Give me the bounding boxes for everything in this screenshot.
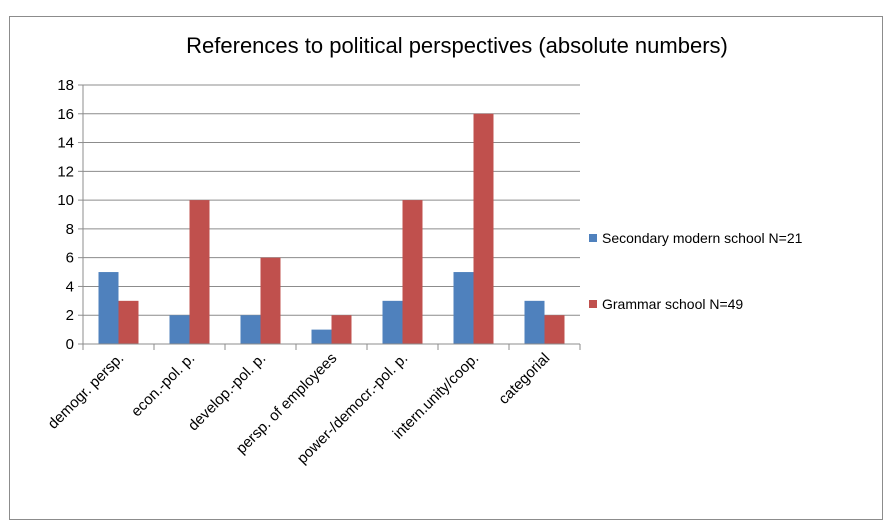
- bar-grammar-4: [402, 200, 423, 344]
- bar-secondary-modern-6: [524, 300, 545, 344]
- bar-grammar-5: [473, 113, 494, 345]
- legend-swatch: [589, 234, 597, 242]
- bar-grammar-2: [260, 257, 281, 344]
- y-tick-label: 10: [57, 192, 74, 209]
- bar-secondary-modern-1: [169, 315, 190, 344]
- y-tick-label: 12: [57, 163, 74, 180]
- bar-grammar-1: [189, 200, 210, 344]
- y-tick-label: 14: [57, 135, 74, 152]
- x-tick-label: demogr. persp.: [45, 350, 128, 433]
- legend: Secondary modern school N=21 Grammar scho…: [589, 230, 803, 312]
- x-tick-label: econ.-pol. p.: [128, 350, 198, 420]
- bar-secondary-modern-0: [98, 272, 119, 344]
- bar-secondary-modern-3: [311, 329, 332, 344]
- y-tick-label: 16: [57, 106, 74, 123]
- gridlines: [83, 84, 580, 316]
- y-tick-label: 0: [66, 336, 74, 353]
- bars: [98, 113, 565, 345]
- legend-label: Secondary modern school N=21: [602, 230, 803, 246]
- bar-secondary-modern-2: [240, 315, 261, 344]
- legend-swatch: [589, 300, 597, 308]
- y-tick-label: 4: [66, 278, 74, 295]
- chart-frame: [9, 16, 883, 520]
- x-axis: demogr. persp. econ.-pol. p.develop.-pol.…: [45, 343, 581, 467]
- bar-grammar-6: [544, 315, 565, 344]
- chart-title: References to political perspectives (ab…: [186, 33, 728, 58]
- legend-label: Grammar school N=49: [602, 296, 743, 312]
- y-axis: 0 2 4 6 8 10 12 14 16 18: [57, 77, 84, 353]
- bar-secondary-modern-4: [382, 300, 403, 344]
- y-tick-label: 18: [57, 77, 74, 94]
- bar-secondary-modern-5: [453, 272, 474, 344]
- bar-grammar-0: [118, 300, 139, 344]
- bar-grammar-3: [331, 315, 352, 344]
- x-tick-label: categorial: [495, 350, 553, 408]
- y-tick-label: 6: [66, 250, 74, 267]
- y-tick-label: 8: [66, 221, 74, 238]
- y-tick-label: 2: [66, 307, 74, 324]
